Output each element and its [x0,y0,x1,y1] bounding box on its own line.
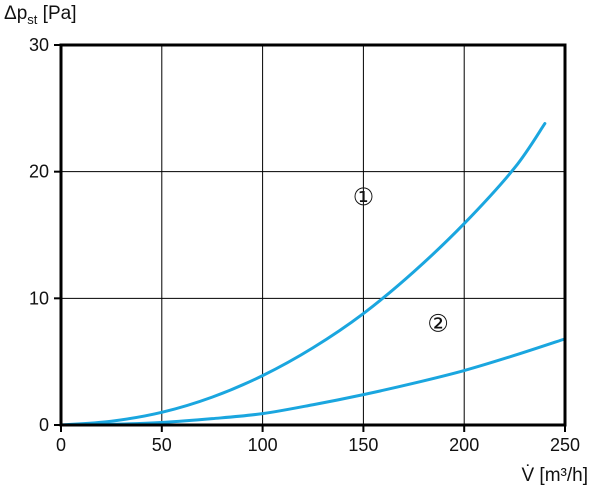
x-axis-label: V̇ [m³/h] [521,465,588,486]
y-tick-label-10: 10 [29,288,49,308]
y-tick-label-20: 20 [29,162,49,182]
tick-labels: 0 50 100 150 200 250 0 10 20 30 [29,35,580,455]
plot-border [59,43,567,427]
series-layer: ①② [59,122,567,427]
axis-labels: Δpst [Pa] V̇ [m³/h] [4,3,588,486]
y-axis-label-unit: [Pa] [37,3,76,24]
x-tick-label-250: 250 [550,435,580,455]
series-label-2: ② [427,310,449,338]
series-line-1 [59,122,547,427]
y-tick-label-30: 30 [29,35,49,55]
x-tick-label-0: 0 [56,435,66,455]
x-tick-label-100: 100 [248,435,278,455]
x-tick-label-150: 150 [348,435,378,455]
y-axis-label: Δpst [Pa] [4,3,76,27]
series-label-1: ① [353,183,375,211]
plot-frame [54,43,567,432]
x-tick-label-200: 200 [449,435,479,455]
y-tick-label-0: 0 [39,415,49,435]
y-axis-label-main: Δp [4,3,27,24]
x-tick-label-50: 50 [152,435,172,455]
grid [61,45,565,425]
series-line-2 [59,337,567,427]
y-axis-label-subscript: st [27,12,38,27]
